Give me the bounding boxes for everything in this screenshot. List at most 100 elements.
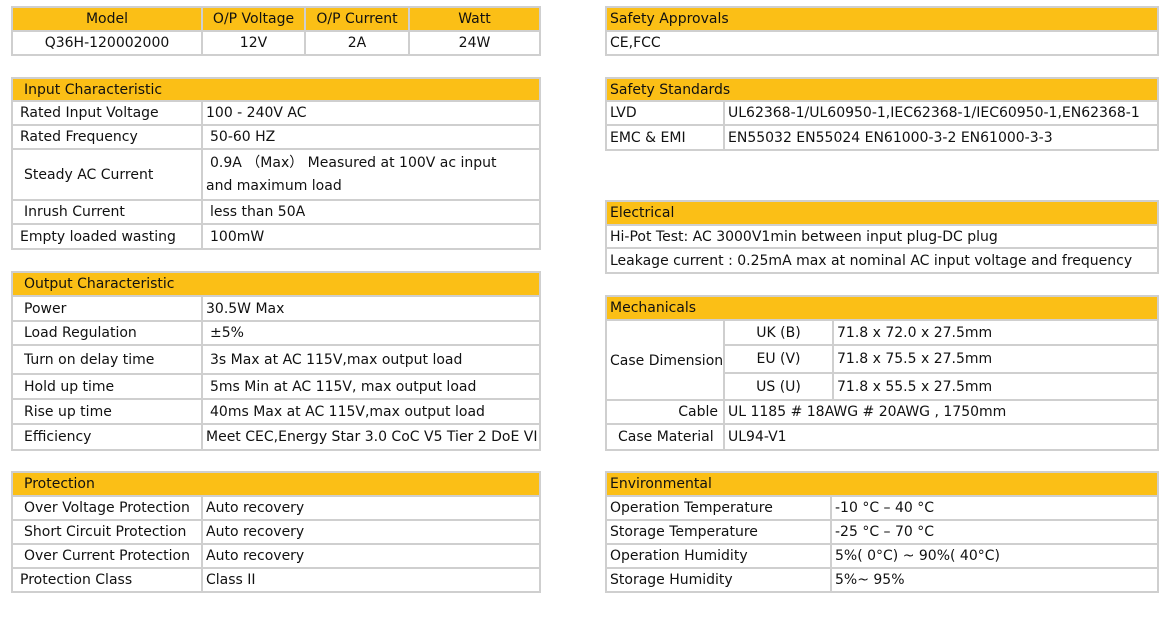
- table-row: Steady AC Current 0.9A （Max） Measured at…: [13, 150, 539, 201]
- row-label: Storage Temperature: [610, 524, 758, 540]
- watt-value: 24W: [408, 32, 539, 54]
- row-value: 50-60 HZ: [201, 126, 539, 148]
- row-value: -10 °C – 40 °C: [830, 497, 1157, 519]
- table-row: Operation Temperature -10 °C – 40 °C: [607, 497, 1157, 521]
- row-label: Operation Temperature: [610, 500, 773, 516]
- section-title: Mechanicals: [610, 300, 697, 316]
- table-row: Operation Humidity 5%( 0°C) ~ 90%( 40°C): [607, 545, 1157, 569]
- table-row: Rated Input Voltage 100 - 240V AC: [13, 102, 539, 126]
- section-header: Mechanicals: [607, 297, 1157, 321]
- table-row: Over Voltage Protection Auto recovery: [13, 497, 539, 521]
- table-row: EMC & EMI EN55032 EN55024 EN61000-3-2 EN…: [607, 126, 1157, 149]
- section-header: Input Characteristic: [13, 79, 539, 102]
- section-title: Safety Approvals: [610, 11, 729, 27]
- row-value: Auto recovery: [201, 521, 539, 543]
- row-value: -25 °C – 70 °C: [830, 521, 1157, 543]
- row-value: Meet CEC,Energy Star 3.0 CoC V5 Tier 2 D…: [201, 425, 539, 449]
- row-value: ±5%: [201, 322, 539, 344]
- environmental-table: Environmental Operation Temperature -10 …: [605, 471, 1159, 593]
- table-row: Rated Frequency 50-60 HZ: [13, 126, 539, 150]
- row-value: Leakage current : 0.25mA max at nominal …: [610, 252, 1133, 269]
- row-label: Operation Humidity: [610, 548, 748, 564]
- table-row: Efficiency Meet CEC,Energy Star 3.0 CoC …: [13, 425, 539, 449]
- row-label: Over Current Protection: [24, 548, 190, 564]
- op-voltage-value: 12V: [201, 32, 304, 54]
- row-value: 100 - 240V AC: [201, 102, 539, 124]
- row-label: Short Circuit Protection: [24, 524, 187, 540]
- section-title: Output Characteristic: [24, 276, 175, 292]
- model-header: Model: [85, 11, 129, 27]
- row-value: 5%( 0°C) ~ 90%( 40°C): [830, 545, 1157, 567]
- row-label: Rise up time: [24, 403, 112, 420]
- op-current-header: O/P Current: [304, 8, 408, 30]
- dimension-row: US (U) 71.8 x 55.5 x 27.5mm: [725, 374, 1157, 399]
- table-row: Hold up time 5ms Min at AC 115V, max out…: [13, 375, 539, 400]
- section-header: Safety Standards: [607, 79, 1157, 102]
- dimension-region: UK (B): [756, 324, 801, 341]
- model-value: Q36H-120002000: [44, 35, 170, 51]
- watt-header: Watt: [408, 8, 539, 30]
- row-value: 30.5W Max: [201, 297, 539, 320]
- dimension-value: 71.8 x 75.5 x 27.5mm: [832, 346, 1157, 372]
- case-material-label: Case Material: [618, 429, 714, 445]
- row-label: EMC & EMI: [610, 129, 686, 146]
- input-characteristic-table: Input Characteristic Rated Input Voltage…: [11, 77, 541, 250]
- row-label: Efficiency: [24, 429, 92, 445]
- case-material-value: UL94-V1: [723, 425, 1157, 449]
- row-value: UL62368-1/UL60950-1,IEC62368-1/IEC60950-…: [723, 102, 1157, 124]
- op-voltage-header: O/P Voltage: [201, 8, 304, 30]
- case-dimension-label: Case Dimension: [610, 353, 724, 369]
- table-row: Empty loaded wasting 100mW: [13, 225, 539, 248]
- electrical-table: Electrical Hi-Pot Test: AC 3000V1min bet…: [605, 200, 1159, 274]
- row-value: less than 50A: [201, 201, 539, 223]
- dimension-row: UK (B) 71.8 x 72.0 x 27.5mm: [725, 321, 1157, 346]
- table-row: Power 30.5W Max: [13, 297, 539, 322]
- section-title: Safety Standards: [610, 81, 731, 98]
- row-label: Rated Frequency: [20, 129, 138, 145]
- model-table-row: Q36H-120002000 12V 2A 24W: [13, 32, 539, 54]
- model-table-header: Model O/P Voltage O/P Current Watt: [13, 8, 539, 32]
- section-title: Protection: [24, 476, 95, 492]
- section-header: Electrical: [607, 202, 1157, 226]
- op-current-value: 2A: [304, 32, 408, 54]
- section-header: Environmental: [607, 473, 1157, 497]
- row-value: 5ms Min at AC 115V, max output load: [201, 375, 539, 398]
- mechanicals-table: Mechanicals Case Dimension UK (B) 71.8 x…: [605, 295, 1159, 451]
- cable-value: UL 1185 # 18AWG # 20AWG , 1750mm: [723, 401, 1157, 423]
- dimension-value: 71.8 x 72.0 x 27.5mm: [832, 321, 1157, 344]
- row-value: 5%~ 95%: [830, 569, 1157, 591]
- case-dimension-block: UK (B) 71.8 x 72.0 x 27.5mm EU (V) 71.8 …: [723, 321, 1157, 401]
- table-row: Hi-Pot Test: AC 3000V1min between input …: [607, 226, 1157, 249]
- dimension-region: EU (V): [756, 351, 801, 367]
- row-value: Class II: [201, 569, 539, 591]
- row-value: 3s Max at AC 115V,max output load: [201, 346, 539, 373]
- protection-table: Protection Over Voltage Protection Auto …: [11, 471, 541, 593]
- row-value: EN55032 EN55024 EN61000-3-2 EN61000-3-3: [723, 126, 1157, 149]
- row-label: Hold up time: [24, 378, 115, 395]
- row-label: Turn on delay time: [24, 351, 155, 368]
- safety-standards-table: Safety Standards LVD UL62368-1/UL60950-1…: [605, 77, 1159, 151]
- table-row: Leakage current : 0.25mA max at nominal …: [607, 249, 1157, 272]
- table-row: Short Circuit Protection Auto recovery: [13, 521, 539, 545]
- safety-approvals-table: Safety Approvals CE,FCC: [605, 6, 1159, 56]
- table-row: Over Current Protection Auto recovery: [13, 545, 539, 569]
- table-row: Case Material UL94-V1: [607, 425, 1157, 449]
- row-label: Steady AC Current: [24, 166, 154, 183]
- row-label: Empty loaded wasting: [20, 228, 176, 245]
- table-row: Turn on delay time 3s Max at AC 115V,max…: [13, 346, 539, 375]
- row-label: Storage Humidity: [610, 572, 733, 588]
- row-value: 40ms Max at AC 115V,max output load: [201, 400, 539, 423]
- row-value: 0.9A （Max） Measured at 100V ac input and…: [201, 150, 507, 199]
- table-row: Load Regulation ±5%: [13, 322, 539, 346]
- table-row: Storage Temperature -25 °C – 70 °C: [607, 521, 1157, 545]
- table-row: Inrush Current less than 50A: [13, 201, 539, 225]
- table-row: Protection Class Class II: [13, 569, 539, 591]
- section-header: Output Characteristic: [13, 273, 539, 297]
- table-row: LVD UL62368-1/UL60950-1,IEC62368-1/IEC60…: [607, 102, 1157, 126]
- row-value: Auto recovery: [201, 545, 539, 567]
- table-row: CE,FCC: [607, 32, 1157, 54]
- section-header: Protection: [13, 473, 539, 497]
- row-label: Rated Input Voltage: [20, 105, 159, 121]
- row-label: Protection Class: [20, 572, 133, 588]
- row-label: Over Voltage Protection: [24, 500, 190, 516]
